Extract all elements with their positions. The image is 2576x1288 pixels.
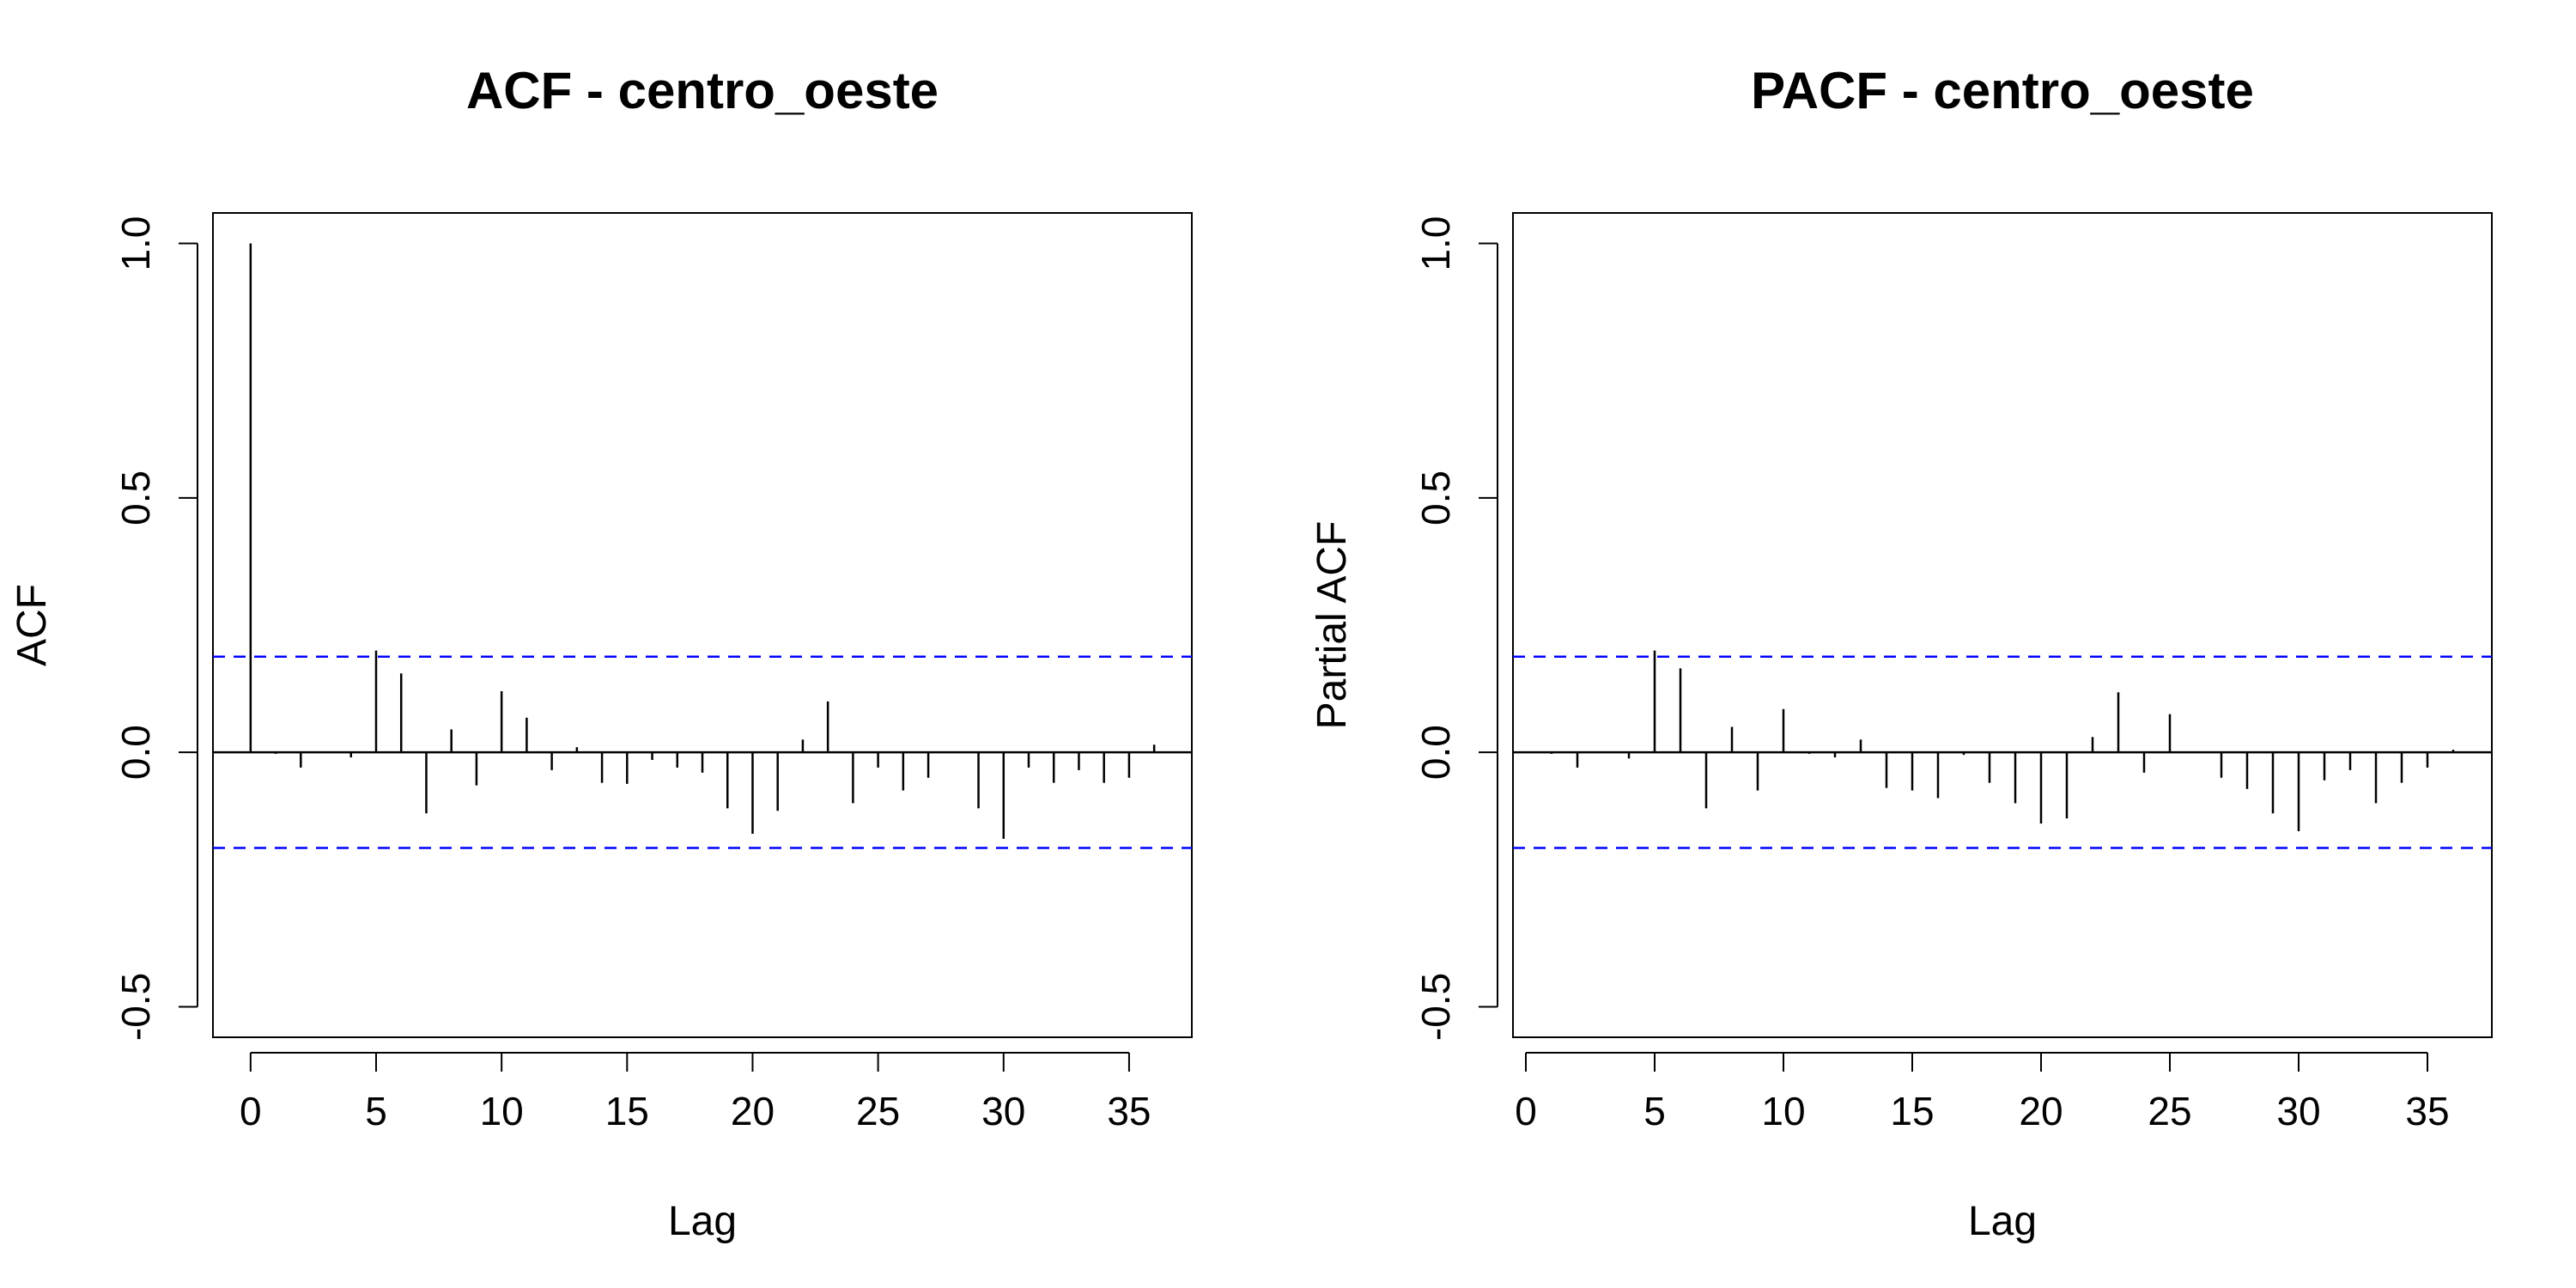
- acf-plot-frame: [212, 212, 1193, 1038]
- pacf-y-tick-label: 0.5: [1413, 471, 1458, 526]
- acf-title: ACF - centro_oeste: [466, 62, 939, 119]
- acf-x-tick-label: 15: [605, 1089, 649, 1133]
- acf-y-tick-label: 0.0: [113, 725, 158, 780]
- acf-y-tick-label: -0.5: [113, 973, 158, 1041]
- acf-y-label: ACF: [9, 584, 55, 666]
- acf-x-tick-label: 20: [731, 1089, 775, 1133]
- acf-x-tick-label: 5: [365, 1089, 387, 1133]
- pacf-x-tick-label: 30: [2276, 1089, 2320, 1133]
- pacf-x-tick-label: 15: [1890, 1089, 1934, 1133]
- pacf-x-tick-label: 25: [2148, 1089, 2191, 1133]
- pacf-y-tick-label: 0.0: [1413, 725, 1458, 780]
- pacf-plot-frame: [1512, 212, 2493, 1038]
- acf-x-tick-label: 35: [1107, 1089, 1151, 1133]
- pacf-x-tick-label: 0: [1515, 1089, 1537, 1133]
- pacf-x-tick-label: 20: [2019, 1089, 2063, 1133]
- pacf-x-label: Lag: [1968, 1199, 2037, 1244]
- pacf-x-tick-label: 10: [1761, 1089, 1805, 1133]
- acf-y-tick-label: 0.5: [113, 471, 158, 526]
- pacf-panel: PACF - centro_oeste Lag Partial ACF 0 5 10 15 2…: [1309, 62, 2493, 1244]
- pacf-x-tick-label: 35: [2405, 1089, 2449, 1133]
- pacf-x-tick-label: 5: [1643, 1089, 1666, 1133]
- acf-x-label: Lag: [668, 1199, 737, 1244]
- acf-x-tick-label: 25: [856, 1089, 900, 1133]
- pacf-y-label: Partial ACF: [1309, 521, 1355, 730]
- pacf-title: PACF - centro_oeste: [1751, 62, 2254, 119]
- pacf-y-tick-label: -0.5: [1413, 973, 1458, 1041]
- pacf-y-tick-label: 1.0: [1413, 216, 1458, 271]
- acf-x-tick-label: 10: [480, 1089, 524, 1133]
- acf-panel: ACF - centro_oeste Lag ACF 0 5 10 15 20 25 30 35 -0…: [9, 62, 1193, 1244]
- acf-y-tick-label: 1.0: [113, 216, 158, 271]
- acf-x-tick-label: 0: [240, 1089, 262, 1133]
- acf-x-tick-label: 30: [981, 1089, 1025, 1133]
